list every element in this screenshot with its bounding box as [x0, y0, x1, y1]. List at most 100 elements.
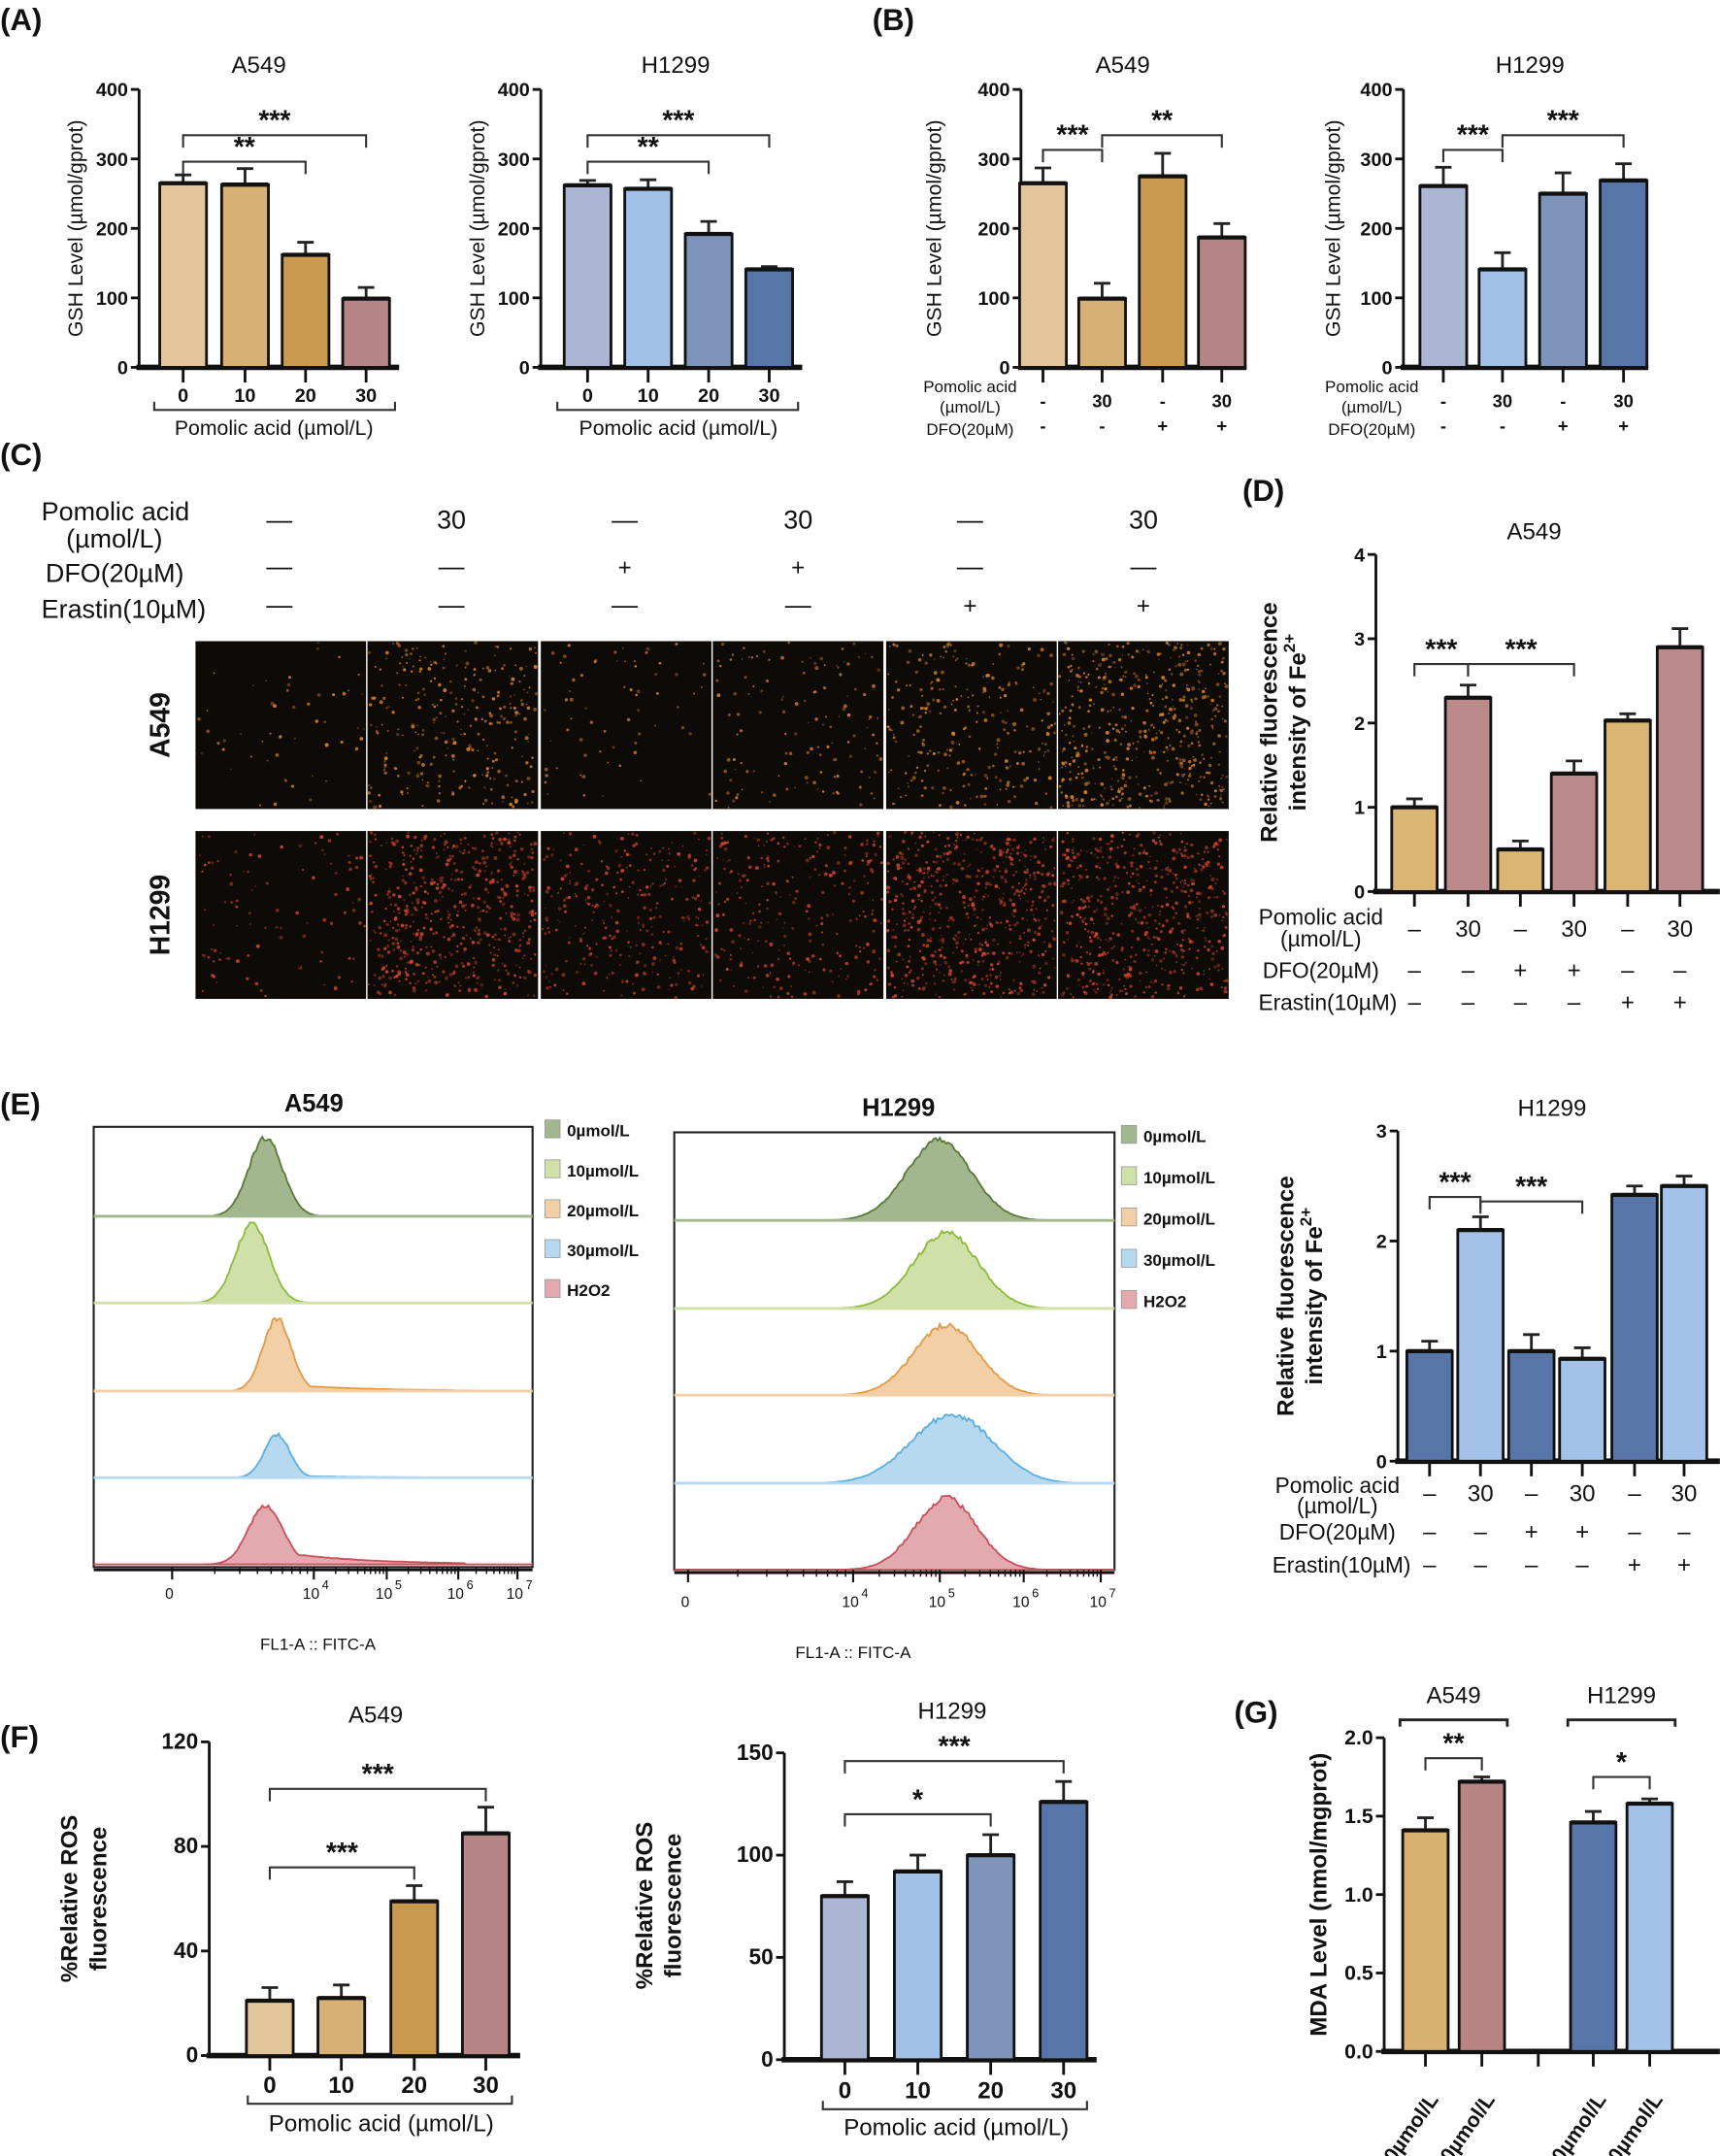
cell-signal — [996, 921, 999, 925]
cell-signal — [910, 831, 914, 835]
cell-signal — [744, 989, 748, 993]
cell-signal — [584, 899, 587, 901]
cell-signal — [1145, 879, 1148, 882]
cell-signal — [981, 691, 984, 694]
cell-signal — [387, 895, 392, 900]
cell-signal — [485, 666, 490, 670]
cell-signal — [516, 858, 519, 861]
cell-signal — [1004, 870, 1009, 874]
cell-signal — [992, 951, 996, 955]
cell-signal — [477, 912, 480, 914]
cell-signal — [1075, 958, 1079, 963]
cell-signal — [946, 767, 949, 770]
cell-signal — [1136, 879, 1138, 881]
cell-signal — [554, 967, 559, 972]
cell-signal — [962, 901, 966, 905]
cell-signal — [763, 863, 766, 867]
cell-signal — [926, 840, 930, 844]
cell-signal — [358, 921, 362, 925]
cell-signal — [1223, 933, 1226, 937]
bar — [281, 253, 331, 369]
cell-signal — [355, 856, 358, 860]
cell-signal — [412, 913, 414, 916]
cell-signal — [606, 977, 609, 979]
cell-signal — [423, 890, 427, 894]
cell-signal — [697, 917, 700, 920]
cell-signal — [1122, 675, 1125, 678]
cell-signal — [1150, 958, 1155, 962]
cell-signal — [561, 973, 566, 978]
cell-signal — [695, 915, 698, 918]
cell-signal — [1186, 883, 1190, 887]
cell-signal — [1187, 938, 1190, 941]
cell-signal — [1162, 720, 1166, 724]
cell-signal — [805, 858, 810, 863]
cell-signal — [935, 993, 938, 996]
cell-signal — [938, 995, 942, 999]
treatment-value: — — [439, 551, 465, 580]
cell-signal — [374, 838, 377, 841]
cell-signal — [391, 643, 394, 646]
cell-signal — [1111, 727, 1115, 730]
cell-signal — [1164, 679, 1168, 682]
cell-signal — [945, 857, 950, 862]
cell-signal — [463, 732, 466, 736]
cell-signal — [1094, 847, 1098, 851]
cell-signal — [1144, 794, 1148, 798]
cell-signal — [1207, 643, 1210, 647]
cell-signal — [513, 835, 517, 839]
cell-signal — [698, 838, 700, 841]
cell-signal — [1042, 899, 1047, 903]
cell-signal — [1062, 953, 1066, 957]
cell-signal — [451, 846, 454, 849]
cell-signal — [906, 882, 909, 885]
cell-signal — [409, 981, 413, 985]
cell-signal — [1042, 691, 1045, 694]
cell-signal — [478, 869, 482, 874]
cell-signal — [300, 965, 303, 968]
cell-signal — [1207, 763, 1212, 768]
cell-signal — [894, 803, 896, 805]
cell-signal — [747, 938, 750, 941]
treatment-value: + — [1621, 989, 1635, 1015]
cell-signal — [248, 912, 251, 915]
cell-signal — [1008, 951, 1011, 955]
cell-signal — [1214, 842, 1218, 846]
cell-signal — [1112, 765, 1115, 768]
chart-title: A549 — [348, 1703, 403, 1729]
cell-signal — [391, 926, 395, 929]
cell-signal — [559, 887, 563, 890]
cell-signal — [383, 771, 387, 775]
cell-signal — [1142, 750, 1145, 753]
cell-signal — [420, 906, 423, 909]
cell-signal — [1029, 749, 1032, 753]
cell-signal — [462, 926, 465, 929]
cell-signal — [567, 895, 572, 900]
cell-signal — [1180, 929, 1184, 933]
cell-signal — [383, 984, 387, 988]
cell-signal — [376, 990, 380, 995]
cell-signal — [533, 994, 536, 997]
cell-signal — [372, 861, 376, 864]
cell-signal — [1094, 990, 1098, 994]
cell-signal — [506, 783, 510, 787]
cell-signal — [629, 853, 631, 856]
chart-title: A549 — [1506, 519, 1561, 546]
cell-signal — [399, 662, 402, 665]
cell-signal — [490, 871, 493, 874]
cell-signal — [479, 938, 482, 942]
cell-signal — [1138, 651, 1141, 654]
cell-signal — [383, 982, 387, 986]
cell-signal — [544, 780, 547, 784]
cell-signal — [474, 960, 479, 965]
treatment-row-label: DFO(20µM) — [926, 420, 1013, 439]
cell-signal — [1038, 926, 1042, 930]
cell-signal — [1172, 907, 1175, 911]
cell-signal — [1216, 963, 1221, 968]
cell-signal — [1082, 672, 1086, 675]
cell-signal — [405, 904, 409, 908]
fluorescence-image — [195, 831, 367, 1000]
cell-signal — [943, 752, 947, 757]
cell-signal — [490, 833, 494, 837]
cell-signal — [432, 755, 436, 759]
